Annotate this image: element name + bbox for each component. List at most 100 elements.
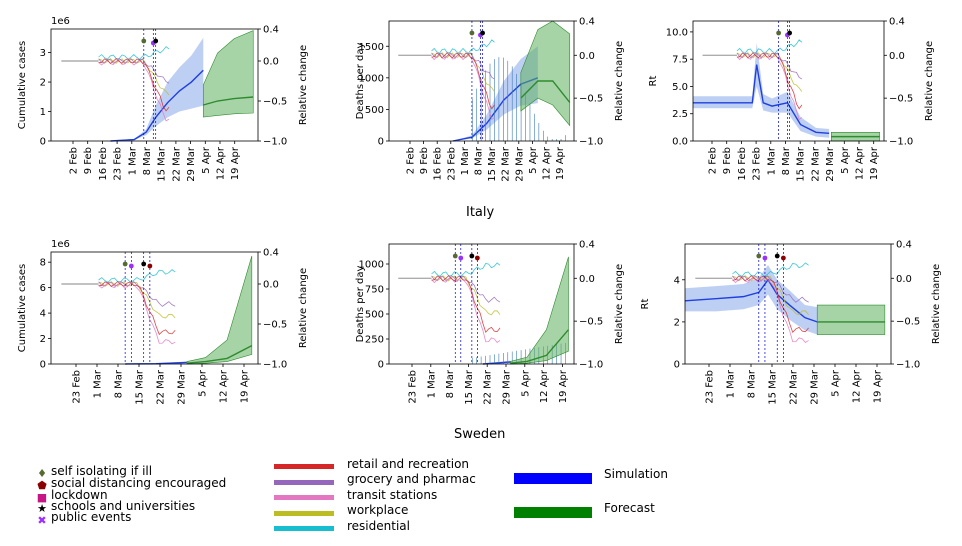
- x-tick-label: 1 Mar: [93, 369, 104, 398]
- x-tick-label: 19 Apr: [555, 146, 566, 180]
- country-title-sweden: Sweden: [454, 427, 506, 442]
- y-tick-label: 0: [378, 137, 384, 148]
- chart-panel-sweden-rt: 0 2 4 0.4 0.0 −0.5 −1.0 23 Feb 1 Mar 8 Mar 15 Mar 2…: [640, 240, 942, 405]
- x-tick-label: 22 Mar: [483, 369, 494, 405]
- x-tick-label: 22 Mar: [156, 369, 167, 405]
- x-tick-label: 12 Apr: [542, 146, 553, 180]
- x-tick-label: 16 Feb: [98, 147, 109, 181]
- y2-tick-label: −0.5: [896, 317, 920, 328]
- intervention-marker: [474, 255, 480, 261]
- intervention-marker: [452, 253, 458, 259]
- y-tick-label: 0.0: [672, 137, 688, 148]
- y2-tick-label: 0.0: [263, 57, 279, 68]
- legend-swatch-retail: [274, 464, 334, 469]
- axes-frame: [388, 243, 575, 365]
- x-icon: ✖: [37, 514, 47, 527]
- y2-tick-label: 0.0: [889, 51, 905, 62]
- x-tick-label: 15 Mar: [135, 369, 146, 405]
- x-tick-label: 23 Feb: [408, 370, 419, 404]
- intervention-marker: [469, 253, 475, 259]
- legend-swatch-workplace: [274, 511, 334, 516]
- forecast-band: [816, 304, 886, 335]
- mobility-line: [736, 52, 803, 92]
- intervention-marker: [762, 255, 768, 261]
- pentagon-icon: ⬟: [37, 479, 47, 492]
- chart-panel-italy-cumulative: 0 1 2 3 0.4 0.0 −0.5 −1.0 2 Feb 9 Feb 16 Feb 23 Feb…: [17, 16, 309, 182]
- diamond-icon: ♦: [37, 467, 47, 480]
- y-tick-label: 5.0: [672, 82, 688, 93]
- y2-axis-label: Relative change: [931, 264, 942, 344]
- x-tick-label: 12 Apr: [855, 146, 866, 180]
- legend-label-public-events: public events: [51, 510, 132, 524]
- x-tick-label: 8 Mar: [781, 146, 792, 175]
- y2-tick-label: −1.0: [889, 137, 913, 148]
- y-tick-label: 2: [40, 78, 46, 89]
- legend-label-retail: retail and recreation: [347, 457, 470, 471]
- y2-tick-label: 0.4: [263, 25, 279, 36]
- mobility-line: [431, 275, 501, 316]
- x-tick-label: 8 Mar: [474, 146, 485, 175]
- x-tick-label: 1 Mar: [426, 369, 437, 398]
- x-tick-label: 15 Mar: [487, 146, 498, 182]
- mobility-line: [98, 281, 176, 307]
- y-tick-label: 1000: [359, 73, 384, 84]
- intervention-marker: [147, 263, 153, 269]
- y2-tick-label: −1.0: [263, 360, 287, 371]
- legend-label-transit: transit stations: [347, 488, 438, 502]
- y2-tick-label: −0.5: [263, 320, 287, 331]
- x-tick-label: 22 Mar: [171, 146, 182, 182]
- y-tick-label: 1500: [359, 42, 384, 53]
- mobility-line: [732, 275, 809, 303]
- simulation-band: [452, 46, 538, 142]
- mobility-line: [431, 39, 495, 55]
- intervention-marker: [776, 30, 782, 36]
- x-tick-label: 2 Feb: [69, 147, 80, 174]
- forecast-line: [520, 80, 571, 103]
- y-tick-label: 1000: [359, 260, 384, 271]
- y-tick-label: 0: [40, 137, 46, 148]
- x-tick-label: 29 Mar: [810, 369, 821, 405]
- axes-frame: [388, 20, 575, 142]
- legend-label-schools: schools and universities: [51, 499, 196, 513]
- chart-panel-sweden-deaths: 0 250 500 750 1000 0.4 0.0 −0.5 −1.0 23 Feb 1 Mar 8…: [355, 240, 625, 405]
- x-tick-label: 19 Apr: [873, 369, 884, 403]
- intervention-marker: [141, 38, 147, 44]
- y-axis-label: Deaths per day: [355, 266, 366, 343]
- x-tick-label: 23 Feb: [72, 370, 83, 404]
- simulation-line: [693, 64, 830, 135]
- y2-axis-label: Relative change: [298, 45, 309, 125]
- y-tick-label: 7.5: [672, 55, 688, 66]
- simulation-band: [685, 265, 818, 335]
- y2-tick-label: −0.5: [263, 97, 287, 108]
- mobility-line: [98, 58, 170, 112]
- legend-label-social-distancing: social distancing encouraged: [51, 476, 227, 490]
- x-tick-label: 15 Mar: [768, 369, 779, 405]
- y-axis-label: Cumulative cases: [17, 264, 28, 352]
- y-tick-label: 0: [378, 360, 384, 371]
- y-tick-label: 8: [40, 258, 46, 269]
- x-tick-label: 16 Feb: [737, 147, 748, 181]
- y-axis-label: Cumulative cases: [17, 41, 28, 129]
- legend-swatch-residential: [274, 526, 334, 531]
- intervention-marker: [774, 253, 780, 259]
- x-tick-label: 8 Mar: [114, 369, 125, 398]
- y2-tick-label: −0.5: [889, 94, 913, 105]
- legend-label-lockdown: lockdown: [51, 488, 108, 502]
- mobility-line: [98, 58, 170, 84]
- y2-axis-label: Relative change: [298, 268, 309, 348]
- mobility-line: [736, 39, 803, 55]
- y2-tick-label: −0.5: [579, 317, 603, 328]
- mobility-line: [98, 46, 170, 60]
- x-tick-label: 29 Mar: [514, 146, 525, 182]
- y2-tick-label: 0.4: [579, 240, 595, 251]
- x-tick-label: 16 Feb: [433, 147, 444, 181]
- y2-axis-label: Relative change: [614, 264, 625, 344]
- x-tick-label: 5 Apr: [528, 146, 539, 174]
- mobility-line: [431, 275, 501, 303]
- legend-swatch-grocery: [274, 480, 334, 485]
- y-tick-label: 4: [674, 275, 680, 286]
- y-tick-label: 2.5: [672, 109, 688, 120]
- intervention-marker: [153, 38, 159, 44]
